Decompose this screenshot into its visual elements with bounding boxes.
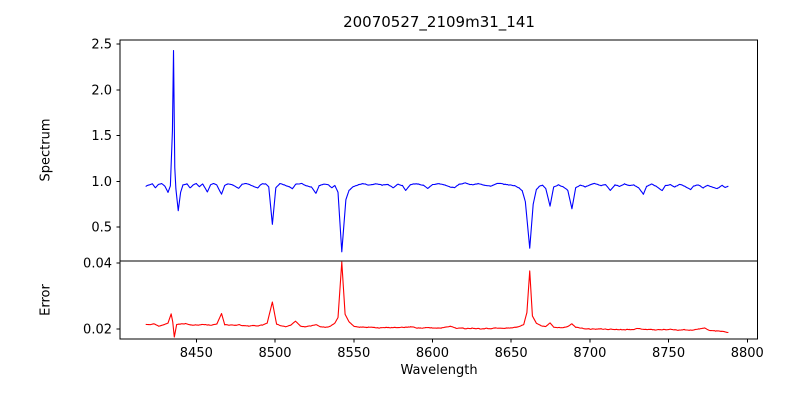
- x-tick-label: 8500: [258, 346, 291, 361]
- x-tick-label: 8600: [416, 346, 449, 361]
- x-tick-label: 8700: [573, 346, 606, 361]
- plot-title: 20070527_2109m31_141: [343, 13, 535, 31]
- y-tick-label: 0.02: [83, 323, 112, 338]
- spectrum-panel-frame: [119, 39, 758, 262]
- y-tick-label: 2.5: [91, 38, 112, 53]
- y-tick-label: 1.0: [91, 175, 112, 190]
- x-tick-label: 8550: [337, 346, 370, 361]
- wavelength-axis-label: Wavelength: [400, 363, 478, 378]
- error-panel-frame: [119, 260, 758, 340]
- spectrum-trace: [145, 49, 729, 253]
- x-tick-label: 8750: [652, 346, 685, 361]
- x-tick-label: 8800: [731, 346, 764, 361]
- x-tick-label: 8450: [180, 346, 213, 361]
- y-tick-label: 0.5: [91, 221, 112, 236]
- y-tick-label: 0.04: [83, 256, 112, 271]
- x-tick-label: 8650: [495, 346, 528, 361]
- y-tick-label: 2.0: [91, 83, 112, 98]
- y-tick-label: 1.5: [91, 129, 112, 144]
- error-trace: [145, 261, 729, 338]
